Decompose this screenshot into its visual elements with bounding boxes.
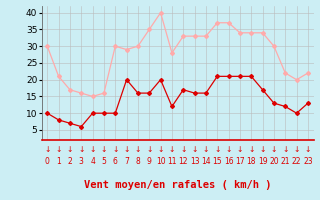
Text: Vent moyen/en rafales ( km/h ): Vent moyen/en rafales ( km/h ) bbox=[84, 180, 271, 190]
Text: 12: 12 bbox=[179, 157, 188, 166]
Text: 0: 0 bbox=[45, 157, 50, 166]
Text: ↓: ↓ bbox=[203, 145, 209, 154]
Text: 14: 14 bbox=[201, 157, 211, 166]
Text: 20: 20 bbox=[269, 157, 279, 166]
Text: ↓: ↓ bbox=[124, 145, 130, 154]
Text: ↓: ↓ bbox=[157, 145, 164, 154]
Text: ↓: ↓ bbox=[78, 145, 84, 154]
Text: ↓: ↓ bbox=[146, 145, 152, 154]
Text: ↓: ↓ bbox=[214, 145, 220, 154]
Text: ↓: ↓ bbox=[305, 145, 311, 154]
Text: 15: 15 bbox=[212, 157, 222, 166]
Text: ↓: ↓ bbox=[44, 145, 51, 154]
Text: ↓: ↓ bbox=[101, 145, 107, 154]
Text: 8: 8 bbox=[136, 157, 140, 166]
Text: ↓: ↓ bbox=[248, 145, 254, 154]
Text: 16: 16 bbox=[224, 157, 233, 166]
Text: ↓: ↓ bbox=[282, 145, 288, 154]
Text: 22: 22 bbox=[292, 157, 301, 166]
Text: ↓: ↓ bbox=[135, 145, 141, 154]
Text: 13: 13 bbox=[190, 157, 199, 166]
Text: 1: 1 bbox=[56, 157, 61, 166]
Text: ↓: ↓ bbox=[112, 145, 118, 154]
Text: ↓: ↓ bbox=[55, 145, 62, 154]
Text: ↓: ↓ bbox=[260, 145, 266, 154]
Text: ↓: ↓ bbox=[180, 145, 187, 154]
Text: ↓: ↓ bbox=[293, 145, 300, 154]
Text: ↓: ↓ bbox=[67, 145, 73, 154]
Text: ↓: ↓ bbox=[225, 145, 232, 154]
Text: 10: 10 bbox=[156, 157, 165, 166]
Text: 5: 5 bbox=[101, 157, 106, 166]
Text: 4: 4 bbox=[90, 157, 95, 166]
Text: 11: 11 bbox=[167, 157, 177, 166]
Text: 2: 2 bbox=[68, 157, 72, 166]
Text: ↓: ↓ bbox=[237, 145, 243, 154]
Text: 23: 23 bbox=[303, 157, 313, 166]
Text: ↓: ↓ bbox=[169, 145, 175, 154]
Text: 7: 7 bbox=[124, 157, 129, 166]
Text: 21: 21 bbox=[281, 157, 290, 166]
Text: 18: 18 bbox=[246, 157, 256, 166]
Text: 9: 9 bbox=[147, 157, 152, 166]
Text: ↓: ↓ bbox=[89, 145, 96, 154]
Text: ↓: ↓ bbox=[271, 145, 277, 154]
Text: 6: 6 bbox=[113, 157, 118, 166]
Text: 3: 3 bbox=[79, 157, 84, 166]
Text: ↓: ↓ bbox=[191, 145, 198, 154]
Text: 19: 19 bbox=[258, 157, 268, 166]
Text: 17: 17 bbox=[235, 157, 245, 166]
